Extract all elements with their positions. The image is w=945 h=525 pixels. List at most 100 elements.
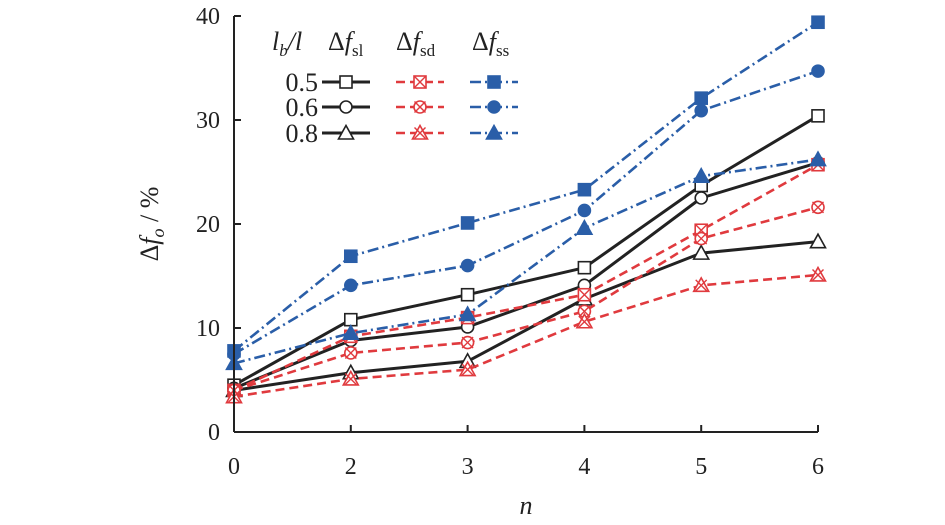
series-sd-0-8-line xyxy=(233,273,819,398)
series-sl-0-6 xyxy=(227,155,825,396)
legend-sample-marker xyxy=(339,100,353,114)
legend-ratio-header: lb/l xyxy=(272,27,302,60)
legend-row-label-0-6: 0.6 xyxy=(286,93,319,122)
legend-header-ss-f: f xyxy=(489,27,500,56)
x-tick-label: 2 xyxy=(345,454,357,480)
data-point xyxy=(811,15,825,30)
y-tick-label: 40 xyxy=(196,4,220,30)
x-tick-label: 5 xyxy=(695,454,707,480)
data-point xyxy=(575,219,594,235)
x-tick-label: 4 xyxy=(578,454,590,480)
legend-row-label-0-8: 0.8 xyxy=(286,119,319,148)
legend-sample-marker xyxy=(487,100,501,114)
legend-header-sl-f: f xyxy=(345,27,356,56)
data-point xyxy=(341,324,360,341)
legend-sample-marker xyxy=(487,75,501,89)
legend-sample-marker xyxy=(337,123,355,140)
legend-sample-sl-0-5 xyxy=(322,75,370,89)
x-tick-label: 3 xyxy=(462,454,474,480)
legend-header-ss-delta: Δ xyxy=(472,27,489,56)
legend-header-sl: Δfsl xyxy=(328,27,364,60)
legend-sample-marker-cross xyxy=(414,101,426,113)
y-tick-label: 30 xyxy=(196,108,220,134)
data-point xyxy=(460,216,475,230)
legend-ratio-sub: b xyxy=(279,41,288,60)
series-sd-0-6 xyxy=(227,200,825,398)
y-tick-label: 0 xyxy=(208,420,220,446)
series-ss-0-8-line xyxy=(233,158,819,365)
y-tick-label: 20 xyxy=(196,212,220,238)
data-point-cross xyxy=(812,201,824,214)
y-axis-title-f: f xyxy=(135,234,164,245)
legend-sample-sl-0-8 xyxy=(322,123,370,140)
legend-header-ss-sub: ss xyxy=(496,41,509,60)
data-point xyxy=(809,232,827,249)
data-point xyxy=(694,103,709,118)
series-ss-0-6-line xyxy=(233,69,819,356)
legend-header-sd-delta: Δ xyxy=(396,27,413,56)
data-point-cross xyxy=(578,305,591,318)
data-point xyxy=(811,109,825,123)
data-point xyxy=(809,150,827,167)
legend-header-ss: Δfss xyxy=(472,27,509,60)
data-point-cross xyxy=(695,279,708,292)
data-point xyxy=(694,191,709,205)
data-point xyxy=(460,287,475,302)
series-sl-0-6-line xyxy=(233,161,819,390)
data-point xyxy=(460,258,475,273)
data-point-cross xyxy=(344,372,357,385)
y-axis-title: Δfo / % xyxy=(135,187,168,262)
series-sd-0-6-line xyxy=(233,206,819,392)
legend-header-sd-f: f xyxy=(413,27,424,56)
data-point-cross xyxy=(461,363,474,376)
legend-sample-ss-0-6 xyxy=(470,100,518,114)
x-tick-label: 6 xyxy=(812,454,824,480)
legend-sample-sd-0-5 xyxy=(396,75,444,89)
legend-sample-ss-0-8 xyxy=(470,123,518,140)
data-point-cross xyxy=(695,232,708,245)
data-point xyxy=(343,278,358,293)
legend-ratio-l: l xyxy=(272,27,279,56)
y-axis-title-unit: / % xyxy=(135,187,164,229)
data-point-cross xyxy=(578,315,591,328)
legend-sample-marker xyxy=(485,123,503,140)
x-tick-label: 0 xyxy=(228,454,240,480)
series-sd-0-8 xyxy=(225,265,827,404)
series-ss-0-8 xyxy=(225,150,827,371)
legend-header-sd-sub: sd xyxy=(420,41,436,60)
legend-samples xyxy=(322,75,518,140)
y-tick-label: 10 xyxy=(196,316,220,342)
data-point-cross xyxy=(578,288,591,301)
data-point xyxy=(692,243,711,260)
data-point xyxy=(694,91,709,105)
data-point xyxy=(577,182,592,197)
y-axis-title-subscript: o xyxy=(148,228,168,237)
data-point xyxy=(343,312,358,327)
legend-sample-sl-0-6 xyxy=(322,100,370,114)
data-point-cross xyxy=(812,268,824,281)
legend-sample-sd-0-8 xyxy=(396,123,444,140)
legend-ratio-rest: /l xyxy=(286,27,302,56)
data-point xyxy=(458,305,477,322)
legend: lb/l Δfsl Δfsd Δfss 0.5 0.6 0.8 xyxy=(272,27,518,148)
data-point xyxy=(811,64,825,78)
series-sl-0-8 xyxy=(225,232,827,398)
series-ss-0-6 xyxy=(227,64,825,361)
legend-sample-marker xyxy=(339,75,353,89)
data-point xyxy=(692,167,711,183)
data-point-cross xyxy=(344,346,357,359)
legend-row-label-0-5: 0.5 xyxy=(286,68,319,97)
legend-header-sl-delta: Δ xyxy=(328,27,345,56)
series-sd-0-5 xyxy=(227,157,825,398)
data-point xyxy=(343,249,358,264)
legend-sample-sd-0-6 xyxy=(396,100,444,114)
data-point xyxy=(577,203,592,218)
legend-header-sl-sub: sl xyxy=(352,41,364,60)
series-ss-0-5-line xyxy=(233,21,819,352)
legend-sample-marker-cross xyxy=(414,76,426,88)
series-sl-0-8-line xyxy=(233,240,819,392)
data-point-cross xyxy=(461,336,474,349)
ticks-layer: 0 10 20 30 40 0 2 3 4 5 6 xyxy=(196,4,824,480)
legend-header-sd: Δfsd xyxy=(396,27,436,60)
